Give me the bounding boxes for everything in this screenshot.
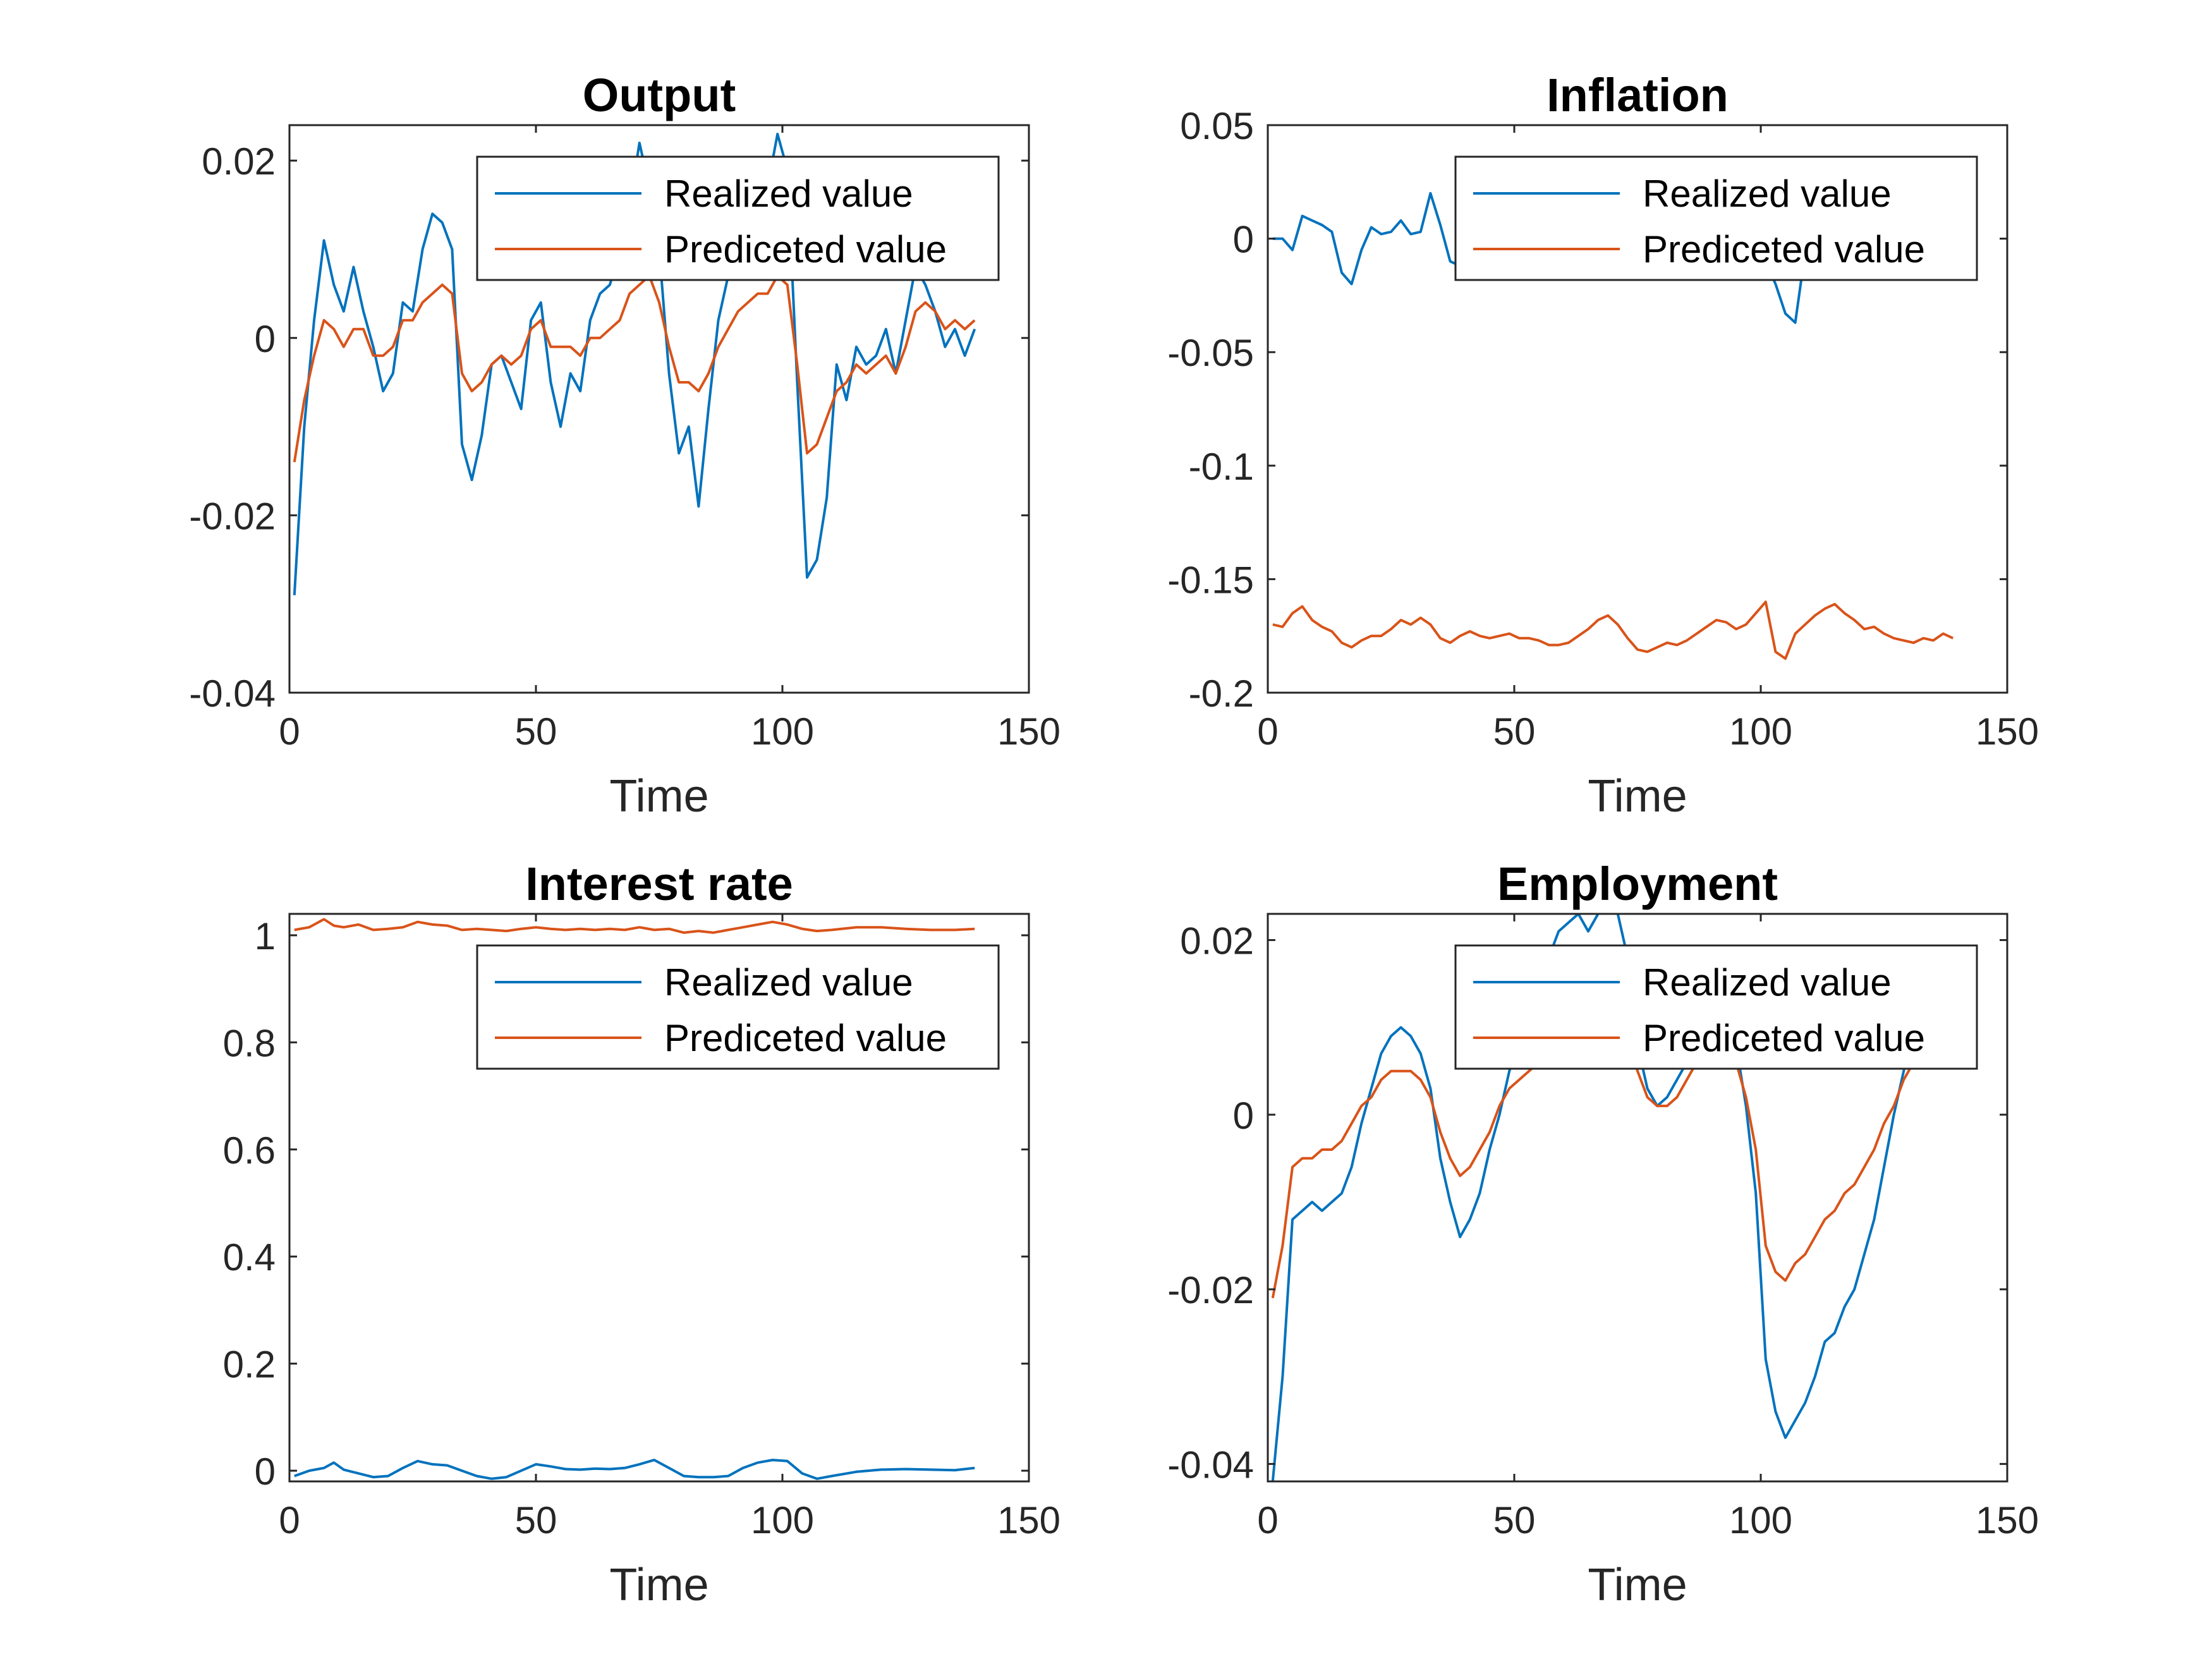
axes-frame: [288, 913, 1030, 1483]
chart-title: Output: [583, 69, 736, 121]
legend-label-realized: Realized value: [1643, 961, 1892, 1004]
legend-label-predicted: Prediceted value: [1643, 228, 1925, 270]
y-tick-label: 0.8: [223, 1022, 276, 1064]
legend-box: [1454, 155, 1978, 281]
legend: Realized value Prediceted value: [1454, 155, 1978, 281]
axes-frame: [1267, 913, 2008, 1483]
chart-title: Inflation: [1547, 69, 1729, 121]
legend: Realized value Prediceted value: [476, 944, 1000, 1070]
legend-box: [1454, 944, 1978, 1070]
legend-label-realized: Realized value: [1643, 173, 1892, 215]
legend-label-realized: Realized value: [664, 961, 913, 1004]
y-tick-label: 0.6: [223, 1129, 276, 1172]
x-tick-label: 100: [1729, 710, 1792, 753]
subplot-0: 0 50 100 150 -0.04 -0.02 0 0.02 Output Time Realiz…: [189, 69, 1060, 822]
axes-frame: [1267, 124, 2008, 694]
y-tick-label: 0: [1233, 1095, 1254, 1137]
legend-label-predicted: Prediceted value: [1643, 1017, 1925, 1059]
x-tick-label: 100: [751, 1499, 814, 1541]
legend-label-predicted: Prediceted value: [664, 228, 947, 270]
x-tick-label: 150: [997, 1499, 1060, 1541]
x-axis-label: Time: [609, 1560, 708, 1610]
subplot-1: 0 50 100 150 -0.2 -0.15 -0.1 -0.05 0 0.05 Inflatio…: [1167, 69, 2039, 822]
x-tick-label: 50: [515, 710, 557, 753]
y-tick-label: 0: [255, 1450, 276, 1493]
y-tick-label: 0.02: [202, 140, 276, 183]
x-tick-label: 0: [1257, 710, 1278, 753]
x-tick-label: 0: [1257, 1499, 1278, 1541]
y-tick-label: 0.05: [1180, 105, 1254, 147]
x-axis-label: Time: [609, 771, 708, 822]
y-tick-label: -0.2: [1189, 672, 1254, 715]
x-tick-label: 50: [1493, 1499, 1536, 1541]
x-tick-label: 50: [515, 1499, 557, 1541]
legend-label-predicted: Prediceted value: [664, 1017, 947, 1059]
series-line-realized: [294, 1459, 975, 1480]
y-tick-label: -0.05: [1167, 332, 1254, 374]
y-tick-label: 0: [1233, 219, 1254, 261]
series-line-predicted: [1272, 600, 1954, 660]
y-tick-label: -0.1: [1189, 446, 1254, 488]
y-tick-label: 0.2: [223, 1344, 276, 1386]
legend-label-realized: Realized value: [664, 173, 913, 215]
x-tick-label: 150: [1976, 1499, 2039, 1541]
series-line-realized: [1271, 914, 1915, 1481]
x-tick-label: 150: [997, 710, 1060, 753]
subplot-grid: 0 50 100 150-0.04-0.0200.02OutputTimeRealiz…: [189, 69, 2039, 1610]
y-tick-label: 1: [255, 915, 276, 957]
y-tick-label: -0.02: [189, 495, 276, 537]
legend-box: [476, 155, 1000, 281]
axes-frame: [288, 124, 1030, 694]
subplot-2: 0 50 100 150 0 0.2 0.4 0.6 0.8 1 Interest rate Time…: [223, 858, 1060, 1610]
x-axis-label: Time: [1588, 771, 1687, 822]
y-tick-label: -0.15: [1167, 559, 1254, 601]
y-tick-label: -0.04: [189, 672, 276, 715]
legend-box: [476, 944, 1000, 1070]
chart-title: Interest rate: [525, 858, 793, 910]
subplot-3: 0 50 100 150 -0.04 -0.02 0 0.02 Employment Time Re…: [1167, 858, 2039, 1610]
x-tick-label: 0: [279, 1499, 300, 1541]
y-tick-label: 0.4: [223, 1236, 276, 1279]
x-tick-label: 100: [751, 710, 814, 753]
y-tick-label: -0.02: [1167, 1269, 1254, 1311]
series-line-predicted: [294, 918, 975, 934]
y-tick-label: 0: [255, 318, 276, 360]
x-tick-label: 150: [1976, 710, 2039, 753]
x-axis-label: Time: [1588, 1560, 1687, 1610]
y-tick-label: -0.04: [1167, 1443, 1254, 1486]
x-tick-label: 0: [279, 710, 300, 753]
x-tick-label: 100: [1729, 1499, 1792, 1541]
series-line-predicted: [293, 274, 976, 463]
legend: Realized value Prediceted value: [1454, 944, 1978, 1070]
chart-title: Employment: [1497, 858, 1778, 910]
y-tick-label: 0.02: [1180, 920, 1254, 962]
x-tick-label: 50: [1493, 710, 1536, 753]
legend: Realized value Prediceted value: [476, 155, 1000, 281]
